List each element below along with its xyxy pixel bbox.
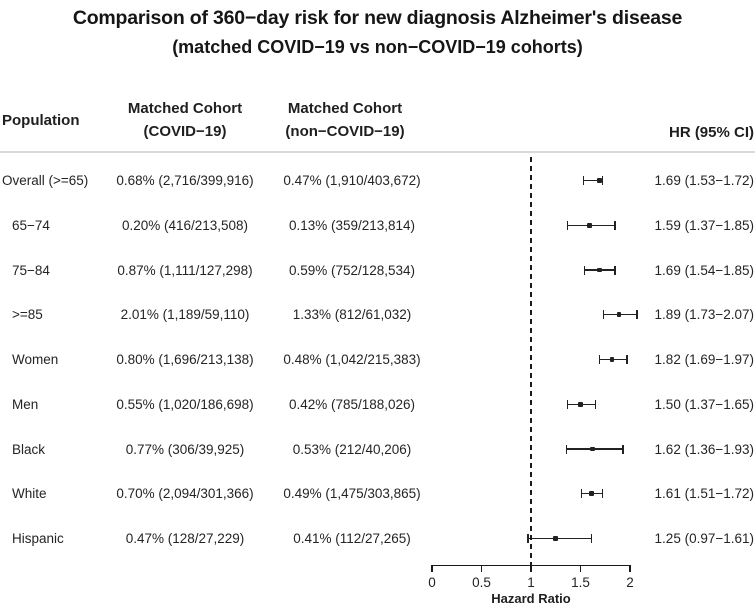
column-header-covid-cohort: Matched Cohort (COVID−19)	[85, 97, 285, 143]
row-population-label: Overall (>=65)	[2, 173, 89, 188]
ci-line	[583, 179, 603, 182]
column-header-population: Population	[2, 112, 80, 129]
ci-cap-right	[626, 355, 628, 364]
ci-cap-left	[580, 489, 583, 499]
x-axis-tick	[530, 565, 532, 572]
point-estimate-marker	[616, 312, 622, 318]
ci-cap-left	[582, 176, 585, 185]
x-axis-tick	[629, 565, 631, 572]
column-header-covid-cohort-line1: Matched Cohort	[127, 100, 243, 117]
row-hr-ci-value: 1.89 (1.73−2.07)	[654, 307, 754, 323]
ci-cap-right	[601, 176, 604, 185]
x-axis-tick	[480, 565, 483, 572]
x-axis-tick-label: 2	[626, 575, 634, 590]
point-estimate-marker	[597, 178, 602, 183]
row-hr-ci-value: 1.82 (1.69−1.97)	[654, 352, 754, 367]
ci-line	[566, 448, 624, 450]
ci-cap-left	[583, 265, 586, 275]
ci-cap-left	[602, 310, 605, 320]
row-population-label: Women	[12, 352, 59, 367]
row-covid-risk-value: 0.68% (2,716/399,916)	[116, 173, 254, 188]
x-axis-title: Hazard Ratio	[491, 591, 571, 606]
x-axis-tick-label: 1	[527, 575, 535, 590]
ci-cap-left	[527, 534, 529, 543]
row-noncovid-risk-value: 0.49% (1,475/303,865)	[283, 486, 421, 502]
ci-cap-right	[594, 399, 597, 409]
row-noncovid-risk-value: 1.33% (812/61,032)	[292, 307, 412, 323]
row-population-label: Men	[12, 396, 39, 412]
row-covid-risk-value: 0.77% (306/39,925)	[125, 441, 245, 457]
ci-cap-right	[601, 489, 604, 499]
row-covid-risk-value: 0.55% (1,020/186,698)	[116, 396, 254, 412]
column-header-hr-ci: HR (95% CI)	[668, 124, 754, 141]
row-noncovid-risk-value: 0.41% (112/27,265)	[293, 531, 411, 546]
ci-cap-right	[614, 220, 616, 230]
row-noncovid-risk-value: 0.53% (212/40,206)	[292, 441, 412, 457]
column-header-noncovid-cohort-line1: Matched Cohort	[287, 100, 403, 117]
row-noncovid-risk-value: 0.47% (1,910/403,672)	[283, 173, 421, 188]
x-axis-tick-label: 1.5	[571, 575, 590, 590]
x-axis-tick-label: 0	[428, 575, 436, 590]
row-population-label: White	[12, 486, 47, 502]
column-header-covid-cohort-line2: (COVID−19)	[143, 123, 227, 140]
column-header-noncovid-cohort: Matched Cohort (non−COVID−19)	[245, 97, 445, 143]
row-hr-ci-value: 1.62 (1.36−1.93)	[654, 441, 754, 457]
row-noncovid-risk-value: 0.59% (752/128,534)	[288, 262, 416, 278]
row-hr-ci-value: 1.59 (1.37−1.85)	[654, 217, 754, 233]
figure-title-line1: Comparison of 360−day risk for new diagn…	[72, 7, 683, 29]
point-estimate-marker	[589, 491, 594, 497]
ci-cap-right	[636, 310, 638, 320]
row-noncovid-risk-value: 0.42% (785/188,026)	[288, 396, 416, 412]
row-covid-risk-value: 0.80% (1,696/213,138)	[116, 352, 254, 367]
ci-cap-right	[622, 444, 624, 454]
point-estimate-marker	[587, 222, 592, 228]
row-hr-ci-value: 1.61 (1.51−1.72)	[654, 486, 754, 502]
ci-cap-left	[566, 399, 569, 409]
row-noncovid-risk-value: 0.13% (359/213,814)	[288, 217, 416, 233]
ci-line	[528, 537, 592, 540]
row-hr-ci-value: 1.25 (0.97−1.61)	[654, 531, 754, 546]
x-axis-tick-label: 0.5	[472, 575, 491, 590]
row-covid-risk-value: 2.01% (1,189/59,110)	[120, 307, 250, 323]
ci-cap-left	[565, 444, 568, 454]
row-hr-ci-value: 1.69 (1.53−1.72)	[654, 173, 754, 188]
row-covid-risk-value: 0.70% (2,094/301,366)	[116, 486, 254, 502]
row-hr-ci-value: 1.50 (1.37−1.65)	[654, 396, 754, 412]
header-divider	[0, 151, 755, 153]
row-population-label: >=85	[12, 307, 43, 323]
ci-cap-right	[614, 265, 616, 275]
point-estimate-marker	[609, 357, 615, 362]
point-estimate-marker	[590, 446, 595, 452]
row-population-label: 75−84	[12, 262, 50, 278]
ci-cap-left	[566, 220, 569, 230]
row-covid-risk-value: 0.87% (1,111/127,298)	[117, 262, 253, 278]
ci-cap-right	[590, 534, 593, 543]
row-covid-risk-value: 0.47% (128/27,229)	[125, 531, 245, 546]
row-population-label: Black	[12, 441, 46, 457]
row-hr-ci-value: 1.69 (1.54−1.85)	[654, 262, 754, 278]
figure-title: Comparison of 360−day risk for new diagn…	[0, 4, 755, 61]
ci-cap-left	[598, 355, 601, 364]
row-noncovid-risk-value: 0.48% (1,042/215,383)	[283, 352, 421, 367]
point-estimate-marker	[578, 401, 583, 407]
x-axis-tick	[431, 565, 433, 572]
x-axis-tick	[579, 565, 582, 572]
row-covid-risk-value: 0.20% (416/213,508)	[121, 217, 249, 233]
column-header-noncovid-cohort-line2: (non−COVID−19)	[285, 123, 405, 140]
point-estimate-marker	[553, 536, 559, 541]
figure-title-line2: (matched COVID−19 vs non−COVID−19 cohort…	[172, 37, 583, 57]
row-population-label: Hispanic	[12, 531, 64, 546]
reference-line-hr-1	[530, 157, 532, 565]
point-estimate-marker	[597, 267, 602, 273]
row-population-label: 65−74	[12, 217, 50, 233]
